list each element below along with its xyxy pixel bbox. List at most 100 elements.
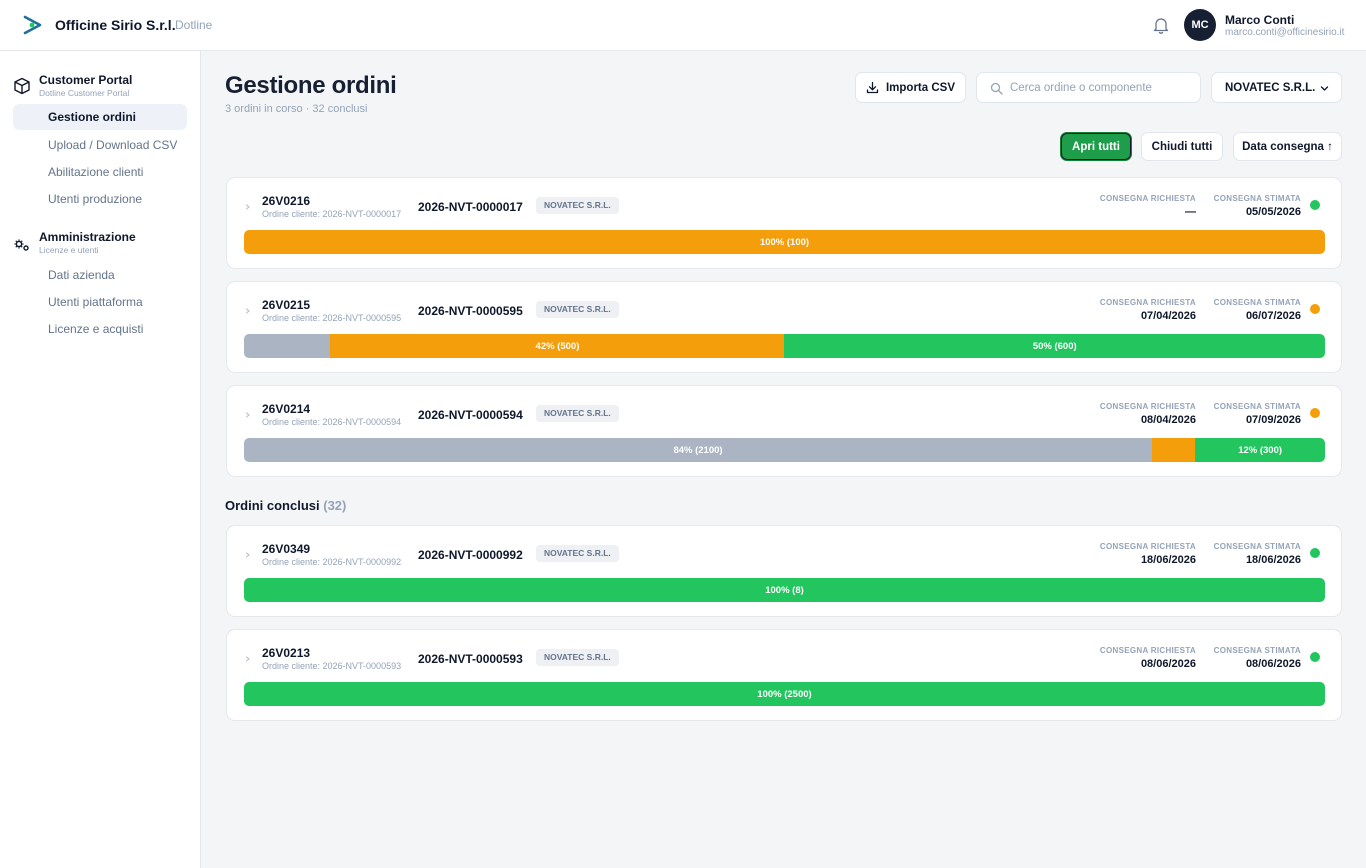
order-card: 26V0213 Ordine cliente: 2026-NVT-0000593 2… — [226, 629, 1342, 721]
order-code: 2026-NVT-0000593 — [418, 652, 523, 666]
section-subtitle-amministrazione: Licenze e utenti — [39, 245, 99, 255]
user-email: marco.conti@officinesirio.it — [1225, 27, 1345, 38]
completed-section-title: Ordini conclusi (32) — [225, 498, 346, 513]
chevron-right-icon[interactable] — [244, 202, 252, 212]
estimated-delivery-date: 18/06/2026 — [1245, 554, 1301, 566]
estimated-delivery-label: CONSEGNA STIMATA — [1213, 194, 1301, 203]
estimated-delivery-label: CONSEGNA STIMATA — [1213, 646, 1301, 655]
gears-icon — [14, 239, 29, 251]
section-title-customer-portal: Customer Portal — [39, 73, 133, 87]
order-code: 2026-NVT-0000992 — [418, 548, 523, 562]
import-csv-label: Importa CSV — [885, 81, 955, 94]
page-subtitle: 3 ordini in corso · 32 conclusi — [225, 103, 368, 115]
company-name: Officine Sirio S.r.l. — [55, 17, 176, 33]
progress-segment: 84% (2100) — [244, 438, 1153, 462]
order-card: 26V0215 Ordine cliente: 2026-NVT-0000595 2… — [226, 281, 1342, 373]
sidebar-item-licenze-acquisti[interactable]: Licenze e acquisti — [48, 322, 144, 336]
client-badge: NOVATEC S.R.L. — [536, 545, 619, 562]
progress-segment: 50% (600) — [784, 334, 1325, 358]
sidebar-item-upload-download-csv[interactable]: Upload / Download CSV — [48, 138, 178, 152]
avatar[interactable]: MC — [1184, 9, 1216, 41]
status-dot — [1310, 548, 1320, 558]
progress-bar: 100% (2500) — [244, 682, 1325, 706]
progress-segment: 100% (100) — [244, 230, 1325, 254]
status-dot — [1310, 200, 1320, 210]
client-order-ref: Ordine cliente: 2026-NVT-0000594 — [262, 417, 402, 427]
client-order-ref: Ordine cliente: 2026-NVT-0000017 — [262, 209, 402, 219]
order-code: 2026-NVT-0000594 — [418, 408, 523, 422]
client-badge: NOVATEC S.R.L. — [536, 301, 619, 318]
requested-delivery-label: CONSEGNA RICHIESTA — [1099, 298, 1196, 307]
search-input[interactable] — [1010, 79, 1190, 97]
user-name: Marco Conti — [1225, 13, 1295, 27]
requested-delivery-label: CONSEGNA RICHIESTA — [1099, 542, 1196, 551]
progress-segment: 100% (8) — [244, 578, 1325, 602]
sidebar-item-utenti-produzione[interactable]: Utenti produzione — [48, 192, 143, 206]
sidebar-item-abilitazione-clienti[interactable]: Abilitazione clienti — [48, 165, 144, 179]
estimated-delivery-label: CONSEGNA STIMATA — [1213, 298, 1301, 307]
sidebar: Customer Portal Dotline Customer Portal … — [0, 51, 201, 868]
chevron-right-icon[interactable] — [244, 654, 252, 664]
estimated-delivery-date: 08/06/2026 — [1245, 658, 1301, 670]
logo-icon — [23, 15, 42, 35]
page-title: Gestione ordini — [225, 72, 397, 99]
open-all-button[interactable]: Apri tutti — [1060, 132, 1132, 161]
requested-delivery-date: 08/06/2026 — [1140, 658, 1196, 670]
requested-delivery-date: — — [1185, 206, 1196, 218]
order-id: 26V0214 — [262, 402, 311, 416]
progress-segment: 100% (2500) — [244, 682, 1325, 706]
order-code: 2026-NVT-0000017 — [418, 200, 523, 214]
sidebar-item-gestione-ordini[interactable]: Gestione ordini — [13, 104, 187, 130]
order-id: 26V0215 — [262, 298, 311, 312]
progress-bar: 100% (100) — [244, 230, 1325, 254]
requested-delivery-label: CONSEGNA RICHIESTA — [1099, 646, 1196, 655]
close-all-button[interactable]: Chiudi tutti — [1141, 132, 1223, 161]
chevron-right-icon[interactable] — [244, 410, 252, 420]
order-card: 26V0349 Ordine cliente: 2026-NVT-0000992 2… — [226, 525, 1342, 617]
order-code: 2026-NVT-0000595 — [418, 304, 523, 318]
cube-icon — [14, 77, 30, 95]
sidebar-item-utenti-piattaforma[interactable]: Utenti piattaforma — [48, 295, 143, 309]
chevron-right-icon[interactable] — [244, 306, 252, 316]
estimated-delivery-date: 07/09/2026 — [1245, 414, 1301, 426]
top-bar: Officine Sirio S.r.l. Dotline MC Marco C… — [0, 0, 1366, 51]
requested-delivery-date: 18/06/2026 — [1140, 554, 1196, 566]
sort-button[interactable]: Data consegna ↑ — [1233, 132, 1342, 161]
order-card: 26V0216 Ordine cliente: 2026-NVT-0000017 2… — [226, 177, 1342, 269]
client-select[interactable]: NOVATEC S.R.L. — [1211, 72, 1342, 103]
progress-segment — [244, 334, 331, 358]
completed-count: (32) — [323, 498, 347, 513]
client-order-ref: Ordine cliente: 2026-NVT-0000593 — [262, 661, 402, 671]
product-name: Dotline — [175, 18, 213, 32]
estimated-delivery-label: CONSEGNA STIMATA — [1213, 542, 1301, 551]
progress-segment: 12% (300) — [1195, 438, 1325, 462]
client-badge: NOVATEC S.R.L. — [536, 197, 619, 214]
client-select-value: NOVATEC S.R.L. — [1225, 82, 1316, 94]
client-badge: NOVATEC S.R.L. — [536, 649, 619, 666]
requested-delivery-label: CONSEGNA RICHIESTA — [1099, 402, 1196, 411]
order-id: 26V0349 — [262, 542, 311, 556]
requested-delivery-label: CONSEGNA RICHIESTA — [1099, 194, 1196, 203]
estimated-delivery-date: 06/07/2026 — [1245, 310, 1301, 322]
status-dot — [1310, 408, 1320, 418]
bell-icon[interactable] — [1151, 15, 1171, 35]
progress-bar: 100% (8) — [244, 578, 1325, 602]
progress-bar: 42% (500) 50% (600) — [244, 334, 1325, 358]
chevron-right-icon[interactable] — [244, 550, 252, 560]
order-id: 26V0216 — [262, 194, 311, 208]
search-icon — [990, 82, 1003, 95]
section-subtitle-customer-portal: Dotline Customer Portal — [39, 88, 130, 98]
download-icon — [866, 81, 879, 94]
status-dot — [1310, 304, 1320, 314]
client-badge: NOVATEC S.R.L. — [536, 405, 619, 422]
search-box[interactable] — [976, 72, 1201, 103]
sidebar-item-dati-azienda[interactable]: Dati azienda — [48, 268, 115, 282]
client-order-ref: Ordine cliente: 2026-NVT-0000992 — [262, 557, 402, 567]
order-id: 26V0213 — [262, 646, 311, 660]
order-card: 26V0214 Ordine cliente: 2026-NVT-0000594 2… — [226, 385, 1342, 477]
progress-segment — [1152, 438, 1196, 462]
status-dot — [1310, 652, 1320, 662]
import-csv-button[interactable]: Importa CSV — [855, 72, 966, 103]
requested-delivery-date: 07/04/2026 — [1140, 310, 1196, 322]
progress-segment: 42% (500) — [330, 334, 785, 358]
